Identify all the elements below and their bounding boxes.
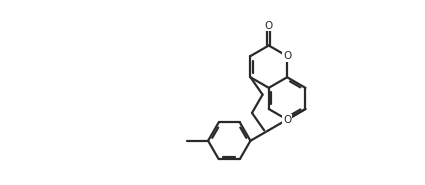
Text: O: O bbox=[265, 21, 273, 31]
Text: O: O bbox=[283, 51, 291, 61]
Text: O: O bbox=[283, 115, 291, 125]
